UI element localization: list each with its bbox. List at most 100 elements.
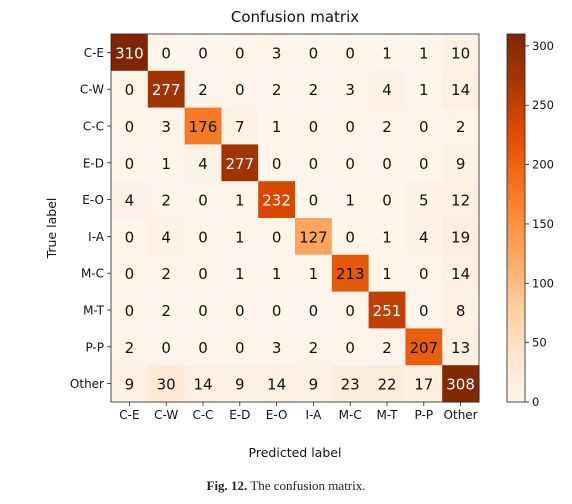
x-tick-label: M-T	[377, 408, 399, 422]
cell-value-label: 5	[419, 192, 429, 210]
y-tick-label: P-P	[85, 340, 104, 354]
cell-value-label: 0	[272, 228, 282, 246]
heatmap-cell	[405, 328, 443, 366]
heatmap-cell	[147, 107, 186, 145]
cell-value-label: 1	[272, 265, 282, 283]
cell-value-label: 207	[409, 339, 438, 357]
heatmap-cell	[442, 70, 480, 109]
y-tick-label: E-D	[83, 156, 104, 170]
heatmap-cell	[258, 70, 296, 109]
cell-value-label: 0	[125, 155, 135, 173]
heatmap-frame	[110, 33, 480, 403]
cell-value-label: 0	[419, 118, 429, 136]
cell-value-label: 4	[198, 155, 208, 173]
cell-value-label: 9	[456, 155, 466, 173]
cell-value-label: 0	[382, 192, 392, 210]
cell-value-label: 23	[341, 376, 360, 394]
heatmap-cell	[405, 218, 443, 256]
cell-value-label: 1	[382, 228, 392, 246]
colorbar-tick-label: 0	[532, 395, 539, 409]
cell-value-label: 0	[235, 302, 245, 320]
heatmap-cell	[258, 107, 296, 145]
caption-text: The confusion matrix.	[250, 478, 366, 493]
x-tick-label: C-C	[192, 408, 213, 422]
cell-value-label: 0	[235, 44, 245, 62]
heatmap-cell	[184, 365, 222, 403]
cell-value-label: 0	[309, 155, 319, 173]
heatmap-cell	[295, 181, 333, 219]
heatmap-cell	[147, 34, 186, 72]
cell-value-label: 232	[262, 192, 291, 210]
y-tick-label: Other	[70, 377, 104, 391]
y-tick-label: M-T	[83, 304, 105, 318]
cell-value-label: 0	[272, 155, 282, 173]
cell-value-label: 2	[382, 118, 392, 136]
heatmap-cell	[221, 291, 259, 329]
cell-value-label: 0	[309, 192, 319, 210]
cell-value-label: 2	[198, 81, 208, 99]
cell-value-label: 0	[345, 118, 355, 136]
x-tick-label: E-O	[266, 408, 288, 422]
cell-value-label: 12	[451, 192, 470, 210]
heatmap-cell	[295, 144, 333, 182]
heatmap-cell	[442, 218, 480, 256]
cell-value-label: 251	[373, 302, 402, 320]
heatmap-cell	[442, 181, 480, 219]
cell-value-label: 2	[309, 81, 319, 99]
heatmap-cell	[147, 181, 186, 219]
heatmap-cell	[111, 107, 149, 145]
heatmap-cell	[111, 144, 149, 182]
heatmap-cell	[258, 34, 296, 72]
colorbar-tick-label: 50	[532, 336, 547, 350]
heatmap-cell	[295, 107, 333, 145]
y-tick-label: E-O	[82, 193, 104, 207]
cell-value-label: 4	[125, 192, 135, 210]
heatmap-cell	[295, 34, 333, 72]
heatmap-cell	[221, 107, 259, 145]
heatmap-cell	[111, 34, 149, 72]
heatmap-cell	[295, 254, 333, 293]
colorbar-tick-label: 200	[532, 158, 554, 172]
cell-value-label: 4	[419, 228, 429, 246]
x-tick-label: M-C	[339, 408, 362, 422]
cell-value-label: 2	[382, 339, 392, 357]
heatmap-cell	[442, 291, 480, 329]
cell-value-label: 7	[235, 118, 245, 136]
caption-label: Fig. 12.	[206, 478, 248, 493]
cell-value-label: 30	[157, 376, 176, 394]
heatmap-cell	[295, 291, 333, 329]
heatmap-cell	[258, 218, 296, 256]
cell-value-label: 0	[309, 44, 319, 62]
figure-caption: Fig. 12. The confusion matrix.	[0, 478, 572, 494]
heatmap-cell	[405, 34, 443, 72]
heatmap-cell	[368, 365, 406, 403]
cell-value-label: 1	[419, 81, 429, 99]
heatmap-cell	[405, 181, 443, 219]
cell-value-label: 1	[309, 265, 319, 283]
heatmap-cell	[221, 144, 259, 182]
cell-value-label: 0	[198, 44, 208, 62]
cell-value-label: 0	[198, 228, 208, 246]
heatmap-cell	[147, 144, 186, 182]
heatmap-cell	[111, 291, 149, 329]
cell-value-label: 4	[161, 228, 171, 246]
heatmap-cell	[331, 107, 370, 145]
cell-value-label: 3	[345, 81, 355, 99]
heatmap-cell	[221, 181, 259, 219]
cell-value-label: 1	[235, 192, 245, 210]
heatmap-cell	[147, 218, 186, 256]
heatmap-cell	[147, 328, 186, 366]
heatmap-cell	[295, 218, 333, 256]
cell-value-label: 0	[309, 118, 319, 136]
heatmap-cell	[258, 181, 296, 219]
cell-value-label: 2	[161, 302, 171, 320]
heatmap-cell	[331, 218, 370, 256]
heatmap-cell	[368, 218, 406, 256]
heatmap-cell	[147, 254, 186, 293]
cell-value-label: 9	[235, 376, 245, 394]
heatmap-cell	[331, 291, 370, 329]
y-tick-label: M-C	[81, 267, 104, 281]
heatmap-cell	[184, 70, 222, 109]
heatmap-cell	[368, 254, 406, 293]
heatmap-cell	[368, 107, 406, 145]
